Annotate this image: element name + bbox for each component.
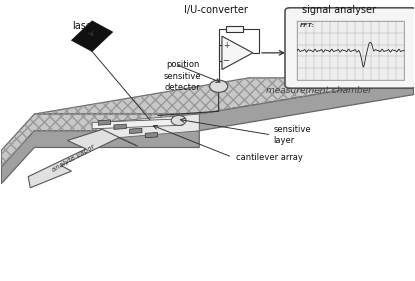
Bar <box>298 21 404 80</box>
Circle shape <box>171 115 186 126</box>
FancyBboxPatch shape <box>285 8 415 88</box>
Text: measurement chamber: measurement chamber <box>266 86 372 95</box>
Text: laser: laser <box>72 21 96 31</box>
Text: sensitive
layer: sensitive layer <box>273 125 311 145</box>
Text: analyte vapor: analyte vapor <box>51 144 96 173</box>
Bar <box>226 26 243 32</box>
Polygon shape <box>34 114 199 131</box>
Polygon shape <box>28 129 137 188</box>
Polygon shape <box>92 119 183 129</box>
Polygon shape <box>1 114 199 167</box>
Polygon shape <box>98 120 111 125</box>
Text: I/U-converter: I/U-converter <box>184 5 248 15</box>
Polygon shape <box>34 78 414 114</box>
Text: position
sensitive
detector: position sensitive detector <box>164 60 202 92</box>
Polygon shape <box>114 124 126 129</box>
Polygon shape <box>129 128 142 133</box>
Polygon shape <box>199 78 414 131</box>
Polygon shape <box>71 21 113 51</box>
Polygon shape <box>222 36 253 70</box>
Text: +: + <box>223 41 229 50</box>
Circle shape <box>210 80 228 92</box>
Text: −: − <box>222 56 229 65</box>
Text: signal analyser: signal analyser <box>303 5 376 15</box>
Polygon shape <box>145 132 158 138</box>
Text: FFT:: FFT: <box>300 23 314 28</box>
Text: cantilever array: cantilever array <box>237 153 303 162</box>
Polygon shape <box>1 131 199 183</box>
Polygon shape <box>100 114 199 139</box>
